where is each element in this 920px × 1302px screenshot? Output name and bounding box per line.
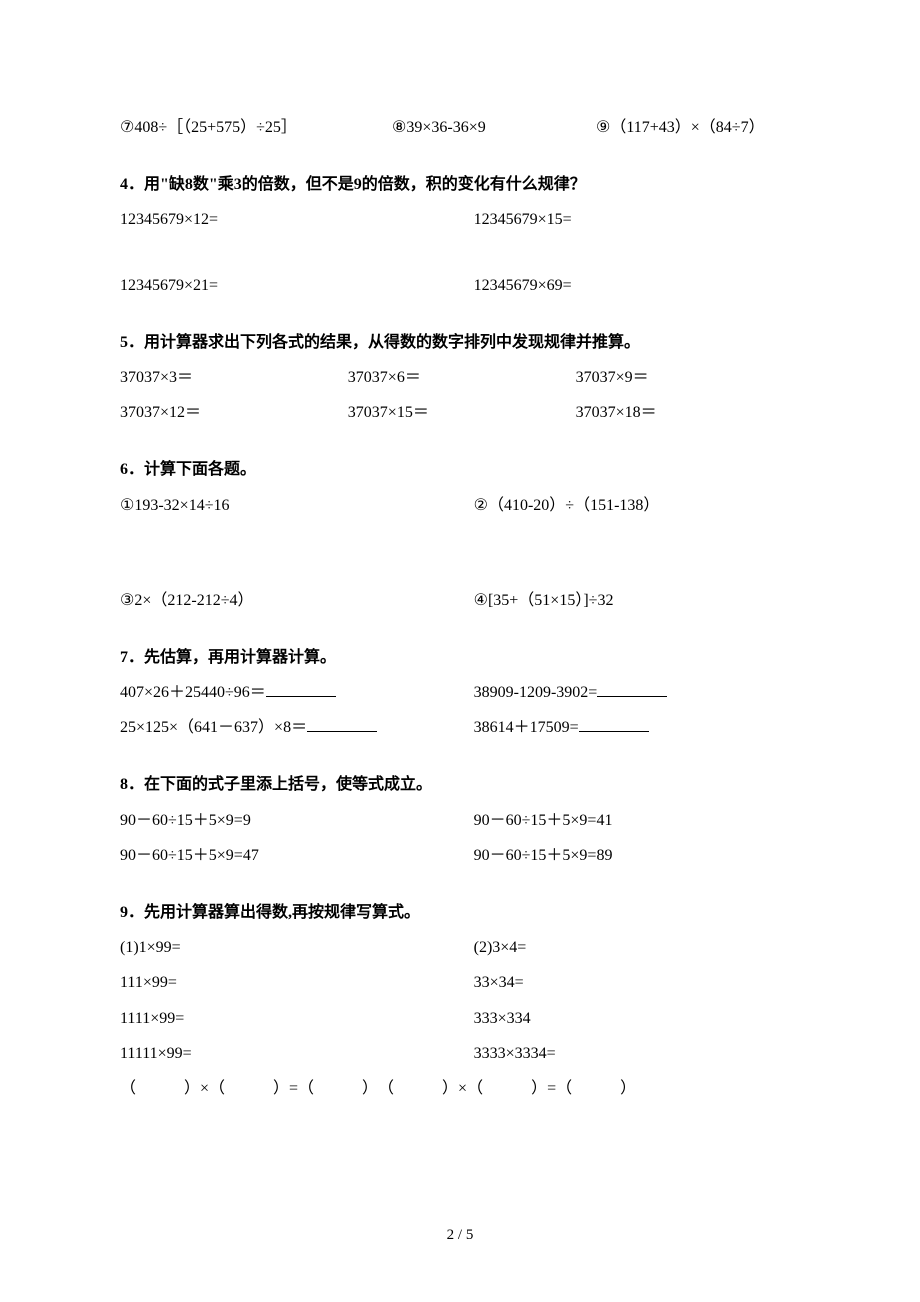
q9-l1a: (1)1×99= xyxy=(120,930,474,965)
q9-l2b: 33×34= xyxy=(474,965,800,1000)
q4-d: 12345679×69= xyxy=(474,268,800,303)
q8-b: 90－60÷15＋5×9=41 xyxy=(474,803,800,838)
q9-title: 9．先用计算器算出得数,再按规律写算式。 xyxy=(120,895,800,930)
q9-l4b: 3333×3334= xyxy=(474,1036,800,1071)
q9-row3: 1111×99= 333×334 xyxy=(120,1001,800,1036)
q9-row5: （ ）×（ ）=（ ） （ ）×（ ）=（ ） xyxy=(120,1071,800,1106)
q9-l4a: 11111×99= xyxy=(120,1036,474,1071)
q9-l3b: 333×334 xyxy=(474,1001,800,1036)
q7-b-text: 38909-1209-3902= xyxy=(474,684,598,701)
q6-a: ①193-32×14÷16 xyxy=(120,488,474,523)
q7-title: 7．先估算，再用计算器计算。 xyxy=(120,640,800,675)
q8-a: 90－60÷15＋5×9=9 xyxy=(120,803,474,838)
q7-row2: 25×125×（641－637）×8＝ 38614＋17509= xyxy=(120,710,800,745)
q8-title: 8．在下面的式子里添上括号，使等式成立。 xyxy=(120,767,800,802)
q5-title: 5．用计算器求出下列各式的结果，从得数的数字排列中发现规律并推算。 xyxy=(120,325,800,360)
q8-row2: 90－60÷15＋5×9=47 90－60÷15＋5×9=89 xyxy=(120,838,800,873)
q7-c-text: 25×125×（641－637）×8＝ xyxy=(120,719,307,736)
q6-title: 6．计算下面各题。 xyxy=(120,452,800,487)
q5-f: 37037×18＝ xyxy=(576,395,800,430)
q7-d-text: 38614＋17509= xyxy=(474,719,579,736)
q4-title: 4．用"缺8数"乘3的倍数，但不是9的倍数，积的变化有什么规律？ xyxy=(120,167,800,202)
q4-b: 12345679×15= xyxy=(474,202,800,237)
blank xyxy=(579,716,649,732)
q9-row1: (1)1×99= (2)3×4= xyxy=(120,930,800,965)
q5-b: 37037×6＝ xyxy=(348,360,572,395)
spacer xyxy=(120,238,800,268)
q9-row2: 111×99= 33×34= xyxy=(120,965,800,1000)
q3-item-8: ⑧39×36-36×9 xyxy=(392,110,596,145)
q3-item-9: ⑨（117+43）×（84÷7） xyxy=(596,110,800,145)
q7-a: 407×26＋25440÷96＝ xyxy=(120,675,474,710)
q7-a-text: 407×26＋25440÷96＝ xyxy=(120,684,266,701)
q9-l3a: 1111×99= xyxy=(120,1001,474,1036)
q8-d: 90－60÷15＋5×9=89 xyxy=(474,838,800,873)
spacer xyxy=(120,523,800,583)
q4-row1: 12345679×12= 12345679×15= xyxy=(120,202,800,237)
q7-row1: 407×26＋25440÷96＝ 38909-1209-3902= xyxy=(120,675,800,710)
q6-row1: ①193-32×14÷16 ②（410-20）÷（151-138） xyxy=(120,488,800,523)
q8-c: 90－60÷15＋5×9=47 xyxy=(120,838,474,873)
page-number: 2 / 5 xyxy=(0,1227,920,1244)
q7-c: 25×125×（641－637）×8＝ xyxy=(120,710,474,745)
q4-a: 12345679×12= xyxy=(120,202,474,237)
q7-b: 38909-1209-3902= xyxy=(474,675,800,710)
blank xyxy=(266,681,336,697)
q5-d: 37037×12＝ xyxy=(120,395,344,430)
q6-c: ③2×（212-212÷4） xyxy=(120,583,474,618)
q7-d: 38614＋17509= xyxy=(474,710,800,745)
q9-l1b: (2)3×4= xyxy=(474,930,800,965)
q5-c: 37037×9＝ xyxy=(576,360,800,395)
q3-row: ⑦408÷［（25+575）÷25］ ⑧39×36-36×9 ⑨（117+43）… xyxy=(120,110,800,145)
blank xyxy=(307,716,377,732)
q5-row1: 37037×3＝ 37037×6＝ 37037×9＝ xyxy=(120,360,800,395)
q9-l2a: 111×99= xyxy=(120,965,474,1000)
q6-d: ④[35+（51×15）]÷32 xyxy=(474,583,800,618)
q5-row2: 37037×12＝ 37037×15＝ 37037×18＝ xyxy=(120,395,800,430)
q5-a: 37037×3＝ xyxy=(120,360,344,395)
q8-row1: 90－60÷15＋5×9=9 90－60÷15＋5×9=41 xyxy=(120,803,800,838)
q9-row4: 11111×99= 3333×3334= xyxy=(120,1036,800,1071)
q9-l5: （ ）×（ ）=（ ） （ ）×（ ）=（ ） xyxy=(120,1071,800,1106)
q6-row2: ③2×（212-212÷4） ④[35+（51×15）]÷32 xyxy=(120,583,800,618)
q5-e: 37037×15＝ xyxy=(348,395,572,430)
page: ⑦408÷［（25+575）÷25］ ⑧39×36-36×9 ⑨（117+43）… xyxy=(0,0,920,1302)
q3-item-7: ⑦408÷［（25+575）÷25］ xyxy=(120,110,392,145)
q6-b: ②（410-20）÷（151-138） xyxy=(474,488,800,523)
blank xyxy=(597,681,667,697)
q4-row2: 12345679×21= 12345679×69= xyxy=(120,268,800,303)
q4-c: 12345679×21= xyxy=(120,268,474,303)
